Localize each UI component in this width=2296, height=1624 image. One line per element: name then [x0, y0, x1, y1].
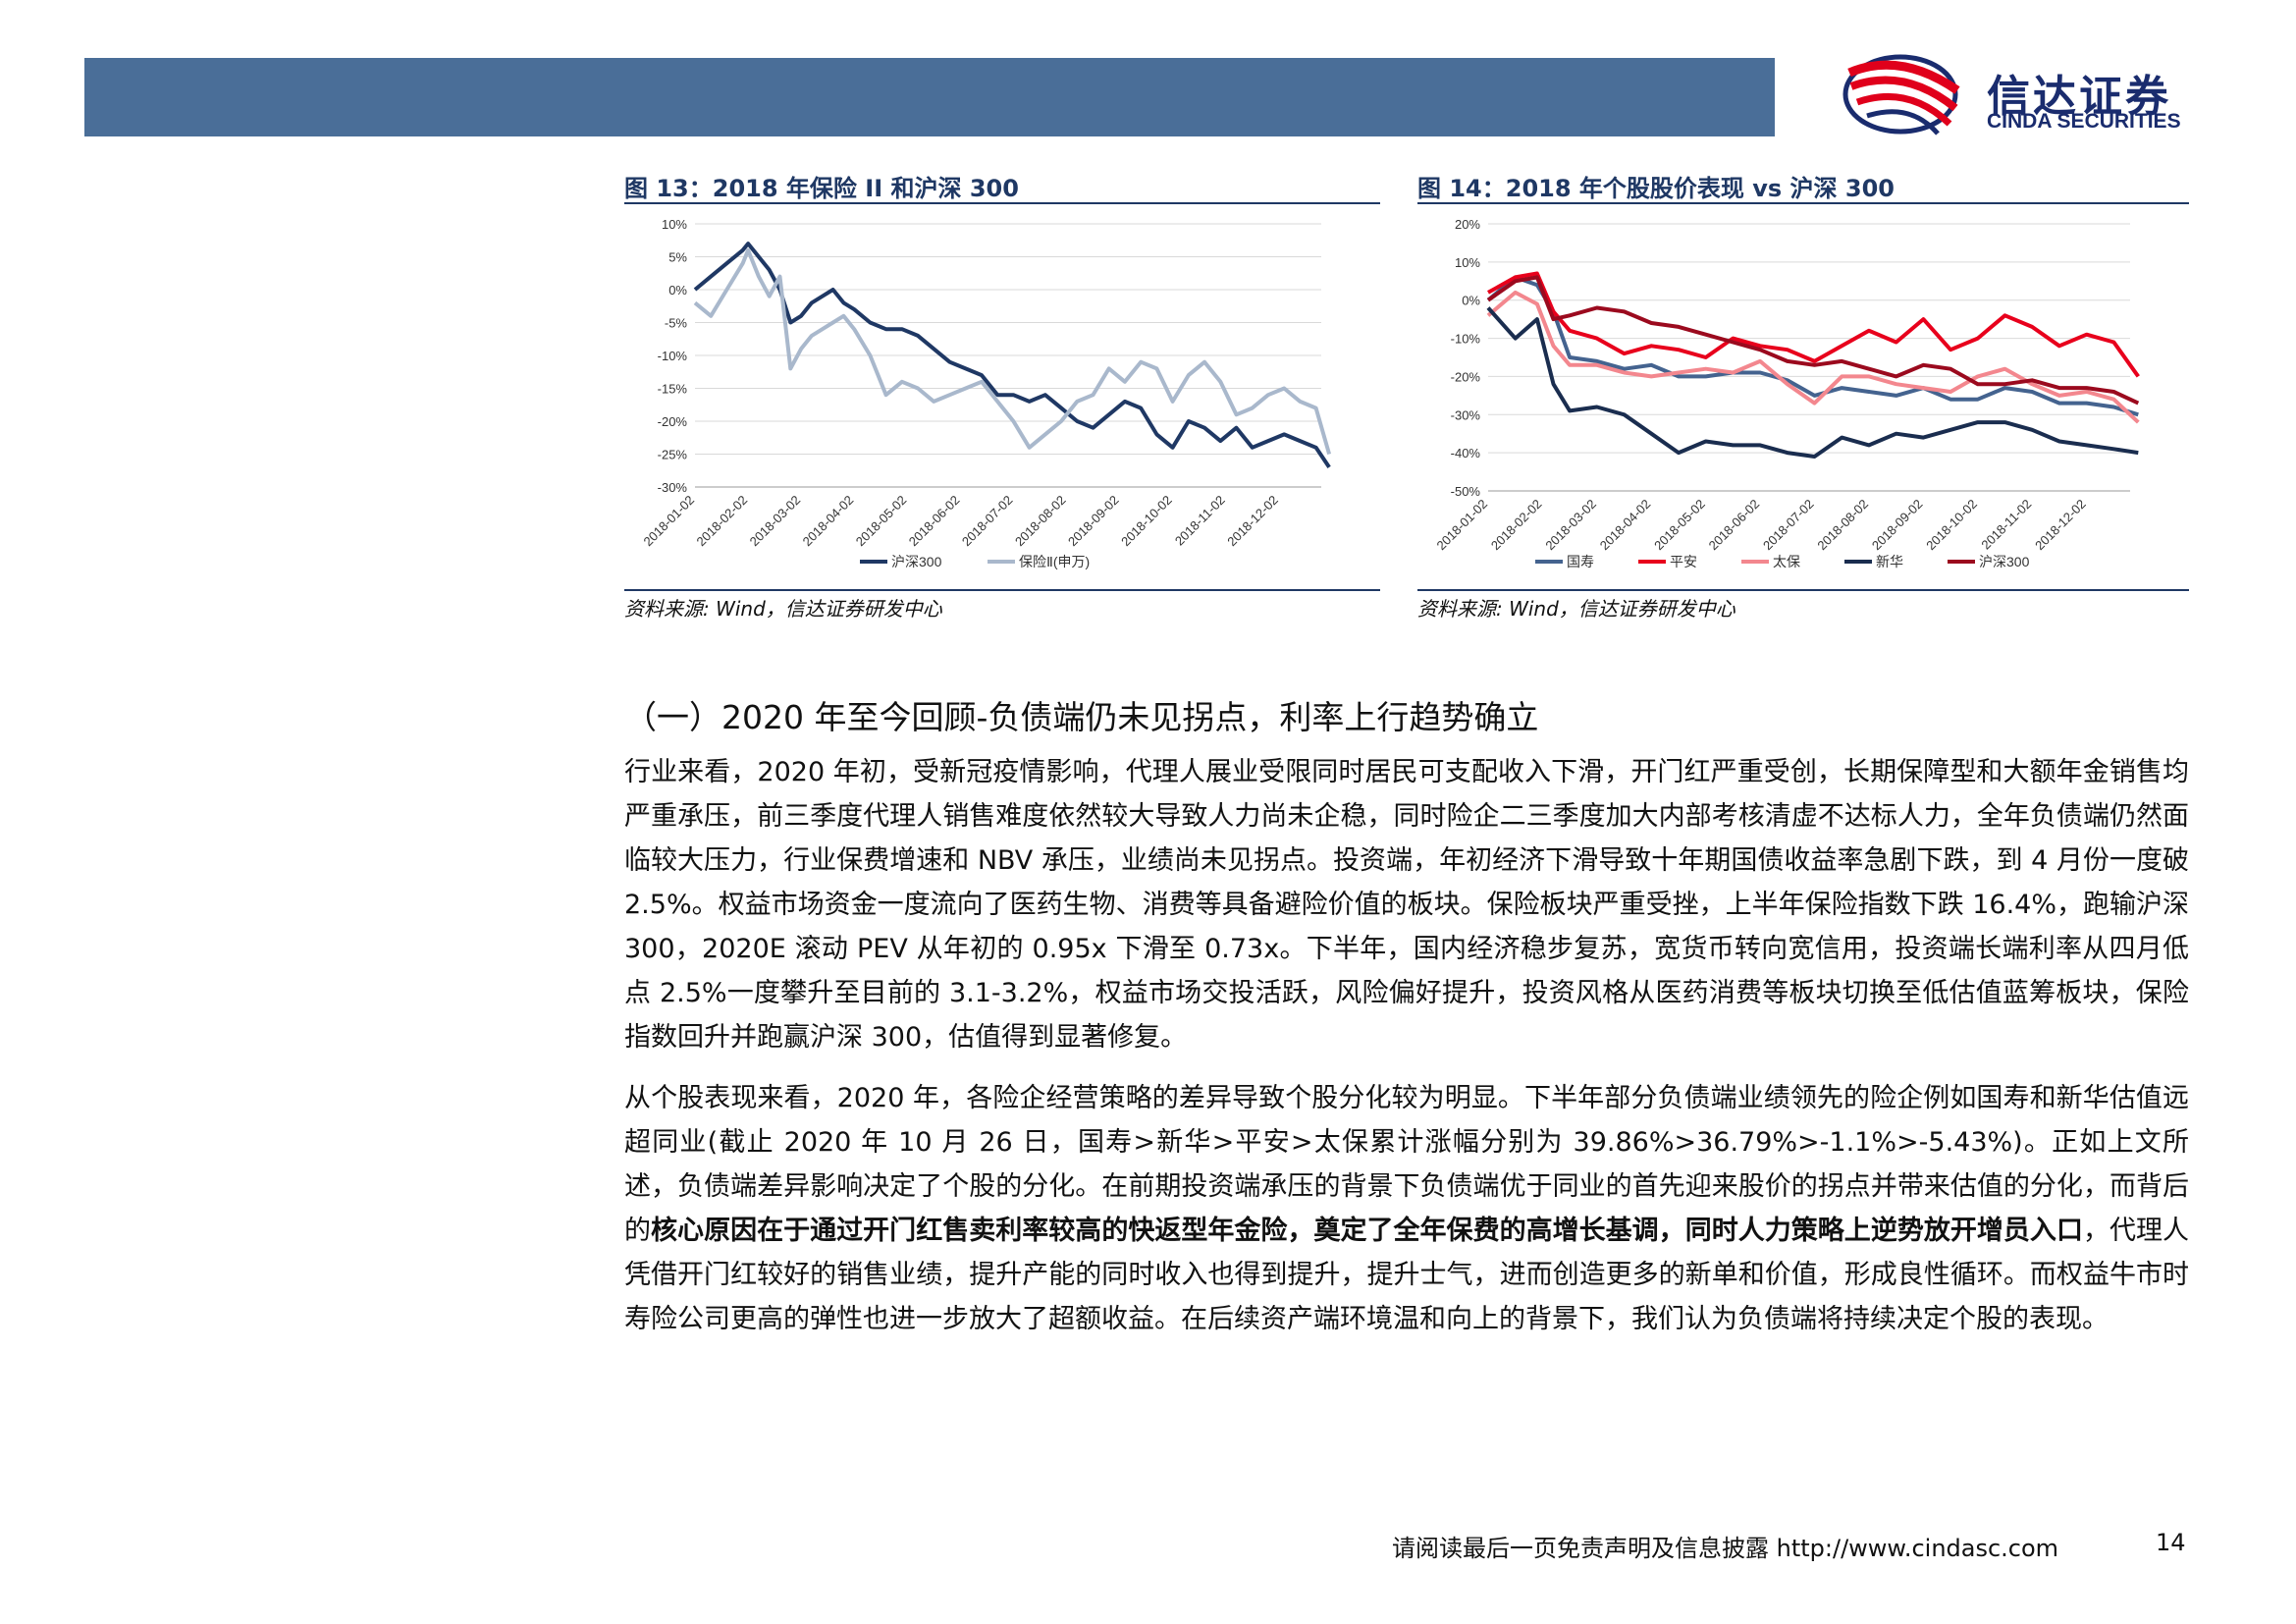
- legend-label: 新华: [1876, 554, 1903, 569]
- x-tick-label: 2018-06-02: [906, 493, 963, 550]
- x-tick-label: 2018-09-02: [1869, 497, 1926, 554]
- x-tick-label: 2018-10-02: [1118, 493, 1175, 550]
- x-tick-label: 2018-06-02: [1706, 497, 1763, 554]
- y-tick-label: 5%: [668, 250, 687, 265]
- x-tick-label: 2018-09-02: [1065, 493, 1122, 550]
- series-line: [693, 247, 1332, 456]
- paragraph-2-part-1: 从个股表现来看，2020 年，各险企经营策略的差异导致个股分化较为明显。下半年部…: [624, 1083, 2189, 1246]
- legend-label: 国寿: [1567, 554, 1594, 569]
- paragraph-1: 行业来看，2020 年初，受新冠疫情影响，代理人展业受限同时居民可支配收入下滑，…: [624, 757, 2189, 1053]
- x-tick-label: 2018-10-02: [1923, 497, 1980, 554]
- figure-14-chart: 20%10%0%-10%-20%-30%-40%-50%2018-01-0220…: [1433, 217, 2140, 569]
- cinda-logo-icon: [1842, 54, 1960, 135]
- paragraph-2-part-2: ，代理人凭借开门红较好的销售业绩，提升产能的同时收入也得到提升，提升士气，进而创…: [624, 1216, 2190, 1334]
- series-line: [1486, 275, 2139, 417]
- brand-name-en: CINDA SECURITIES: [1987, 110, 2181, 133]
- series-line: [1486, 306, 2139, 459]
- paragraph-2: 从个股表现来看，2020 年，各险企经营策略的差异导致个股分化较为明显。下半年部…: [624, 1076, 2189, 1341]
- figure-14: 图 14：2018 年个股股价表现 vs 沪深 300 20% 10% 0% -10%…: [1417, 169, 2189, 630]
- y-tick-label: -25%: [658, 448, 688, 462]
- y-tick-label: 10%: [662, 217, 687, 232]
- x-tick-label: 2018-12-02: [2032, 497, 2089, 554]
- x-tick-label: 2018-01-02: [640, 493, 697, 550]
- figure-13-chart: 10% 5% 0% -5% -10% -15% -20% -25% -30%2018-01-02…: [640, 217, 1332, 569]
- y-tick-label: -20%: [658, 414, 688, 429]
- y-tick-label: -40%: [1451, 446, 1481, 460]
- y-tick-label: -30%: [1451, 407, 1481, 422]
- series-line: [1487, 271, 2140, 378]
- legend-label: 太保: [1773, 554, 1800, 569]
- figure-13: 图 13：2018 年保险 II 和沪深 300 10% 5% 0% -5% -10% -…: [624, 169, 1380, 630]
- footer-disclaimer: 请阅读最后一页免责声明及信息披露 http://www.cindasc.com: [1392, 1535, 2059, 1562]
- paragraph-2-emphasis: 核心原因在于通过开门红售卖利率较高的快返型年金险，奠定了全年保费的高增长基调，同…: [651, 1216, 2083, 1246]
- y-tick-label: -30%: [658, 480, 688, 495]
- x-tick-label: 2018-12-02: [1224, 493, 1281, 550]
- x-tick-label: 2018-08-02: [1814, 497, 1871, 554]
- x-tick-label: 2018-01-02: [1433, 497, 1490, 554]
- x-tick-label: 2018-03-02: [747, 493, 804, 550]
- y-tick-label: 0%: [1462, 294, 1480, 308]
- figure-14-title: 图 14：2018 年个股股价表现 vs 沪深 300: [1417, 175, 1895, 202]
- page-number: 14: [2156, 1529, 2186, 1556]
- y-tick-label: -15%: [658, 382, 688, 397]
- x-tick-label: 2018-11-02: [1978, 497, 2034, 553]
- x-tick-label: 2018-11-02: [1172, 493, 1228, 549]
- x-tick-label: 2018-02-02: [1488, 497, 1545, 554]
- x-tick-label: 2018-05-02: [1651, 497, 1708, 554]
- legend-label: 沪深300: [891, 554, 942, 569]
- y-tick-label: 20%: [1455, 217, 1480, 232]
- x-tick-label: 2018-05-02: [853, 493, 910, 550]
- x-tick-label: 2018-07-02: [959, 493, 1016, 550]
- y-tick-label: 0%: [668, 283, 687, 298]
- y-tick-label: -5%: [665, 316, 688, 331]
- legend-label: 保险Ⅱ(申万): [1019, 554, 1090, 569]
- brand-name-cn: 信达证券: [1987, 72, 2171, 122]
- y-tick-label: 10%: [1455, 255, 1480, 270]
- series-line: [1486, 275, 2140, 406]
- figure-14-frame: 20% 10% 0% -10% -20% -30% -40% -50% 2018-01-02 20…: [1417, 202, 2189, 591]
- x-tick-label: 2018-04-02: [1597, 497, 1654, 554]
- y-tick-label: -20%: [1451, 369, 1481, 384]
- y-tick-label: -50%: [1451, 484, 1481, 499]
- legend-label: 平安: [1670, 554, 1697, 569]
- x-tick-label: 2018-04-02: [800, 493, 857, 550]
- y-tick-label: -10%: [658, 349, 688, 363]
- section-title: （一）2020 年至今回顾-负债端仍未见拐点，利率上行趋势确立: [624, 698, 1539, 736]
- x-tick-label: 2018-02-02: [694, 493, 751, 550]
- x-tick-label: 2018-03-02: [1542, 497, 1599, 554]
- header-bar: [84, 58, 1775, 136]
- y-tick-label: -10%: [1451, 332, 1481, 347]
- figure-13-source: 资料来源: Wind，信达证券研发中心: [624, 597, 942, 621]
- legend-label: 沪深300: [1979, 554, 2030, 569]
- figure-13-frame: 10% 5% 0% -5% -10% -15% -20% -25% -30% 2018-01-02…: [624, 202, 1380, 591]
- x-tick-label: 2018-08-02: [1012, 493, 1069, 550]
- cinda-logo: 信达证券 CINDA SECURITIES: [1832, 51, 2224, 139]
- figure-13-title: 图 13：2018 年保险 II 和沪深 300: [624, 175, 1019, 202]
- figure-14-source: 资料来源: Wind，信达证券研发中心: [1417, 597, 1735, 621]
- x-tick-label: 2018-07-02: [1760, 497, 1817, 554]
